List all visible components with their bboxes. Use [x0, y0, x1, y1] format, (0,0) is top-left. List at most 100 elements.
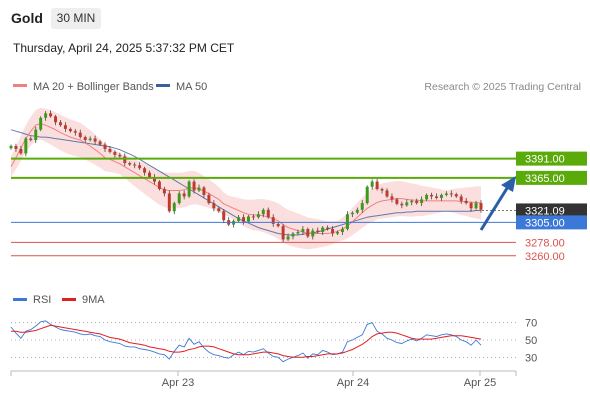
candle-body — [345, 214, 349, 230]
candle-body — [157, 181, 161, 189]
x-axis-ticks: Apr 23 Apr 24 Apr 25 — [162, 371, 496, 389]
candle-body — [430, 194, 434, 197]
x-tick-label-Apr 23: Apr 23 — [162, 377, 194, 389]
x-tick-label-Apr 24: Apr 24 — [337, 377, 369, 389]
level-label-3305.00: 3305.00 — [525, 217, 565, 229]
candle-body — [113, 151, 117, 155]
candle-body — [133, 164, 137, 166]
candle-body — [365, 186, 369, 204]
candle-body — [380, 189, 384, 191]
candle-body — [251, 216, 255, 218]
rsi-legend-label: RSI — [33, 294, 51, 306]
candle-body — [212, 203, 216, 209]
candle-body — [177, 193, 181, 204]
candle-body — [197, 187, 201, 191]
candle-body — [439, 194, 443, 198]
candle-body — [444, 193, 448, 195]
candle-body — [350, 212, 354, 215]
candle-body — [311, 230, 315, 237]
candle-body — [182, 193, 186, 197]
level-label-3365.00: 3365.00 — [525, 173, 565, 185]
level-tag-3321.09 — [516, 203, 587, 218]
candle-body — [187, 181, 191, 197]
candle-body — [88, 138, 92, 141]
timeframe-button[interactable]: 30 MIN — [51, 8, 101, 29]
candle-body — [63, 125, 67, 129]
forecast-arrow-line — [479, 184, 511, 231]
rsi-line — [10, 320, 482, 363]
candle-body — [148, 172, 152, 178]
ma50-legend-label: MA 50 — [176, 81, 207, 93]
candle-body — [123, 156, 127, 164]
rsi-legend-swatch — [13, 298, 27, 301]
candle-body — [242, 217, 246, 222]
candle-body — [261, 209, 265, 215]
candle-body — [103, 144, 107, 149]
candle-body — [217, 208, 221, 212]
candle-body — [321, 227, 325, 233]
candle-body — [246, 216, 250, 222]
candle-body — [355, 209, 359, 213]
candle-body — [143, 168, 147, 173]
candle-body — [128, 163, 132, 165]
datetime-label: Thursday, April 24, 2025 5:37:32 PM CET — [13, 41, 235, 55]
candle-body — [34, 129, 38, 141]
level-label-3321.09: 3321.09 — [525, 205, 565, 217]
candle-body — [271, 217, 275, 224]
candle-body — [118, 154, 122, 157]
level-tag-3391.00 — [516, 151, 587, 166]
level-tag-3365.00 — [516, 170, 587, 185]
credit-label: Research © 2025 Trading Central — [424, 81, 581, 93]
candle-body — [459, 196, 463, 201]
candle-body — [454, 194, 458, 197]
candle-body — [291, 233, 295, 237]
rsi-tick-70: 70 — [525, 318, 537, 330]
candle-body — [286, 236, 290, 240]
candle-body — [39, 117, 43, 130]
candle-body — [237, 217, 241, 221]
rsi-ma-legend-swatch — [62, 298, 76, 301]
candle-body — [449, 193, 453, 195]
candle-body — [192, 181, 196, 191]
level-label-3278.00: 3278.00 — [525, 237, 565, 249]
candle-body — [360, 203, 364, 210]
candle-body — [336, 232, 340, 234]
rsi-ma-line — [11, 324, 482, 358]
candle-body — [83, 137, 87, 141]
candle-body — [474, 203, 478, 209]
rsi-tick-50: 50 — [525, 335, 537, 347]
candle-body — [167, 193, 171, 212]
rsi-tick-30: 30 — [525, 352, 537, 364]
candle-body — [390, 196, 394, 200]
candle-body — [410, 200, 414, 203]
candle-body — [138, 165, 142, 169]
forecast-arrow — [479, 176, 516, 231]
candle-body — [420, 199, 424, 204]
candle-body — [375, 181, 379, 189]
level-tag-3305.00 — [516, 215, 587, 230]
level-label-3391.00: 3391.00 — [525, 154, 565, 166]
candle-body — [78, 132, 82, 138]
instrument-title: Gold — [11, 10, 43, 26]
candle-body — [222, 211, 226, 221]
candle-body — [9, 145, 13, 149]
level-label-3260.00: 3260.00 — [525, 251, 565, 263]
candle-body — [306, 229, 310, 237]
candle-body — [370, 181, 374, 187]
candle-body — [93, 138, 97, 142]
candle-body — [276, 223, 280, 227]
price-plot — [9, 107, 483, 250]
forecast-arrow-head — [501, 176, 516, 192]
candle-body — [14, 145, 18, 149]
candle-body — [395, 199, 399, 204]
candle-body — [68, 128, 72, 132]
candle-body — [301, 229, 305, 233]
candle-body — [469, 203, 473, 209]
candle-body — [434, 196, 438, 198]
candle-body — [256, 214, 260, 218]
candle-body — [162, 189, 166, 194]
candle-body — [266, 209, 270, 218]
candle-body — [405, 202, 409, 206]
